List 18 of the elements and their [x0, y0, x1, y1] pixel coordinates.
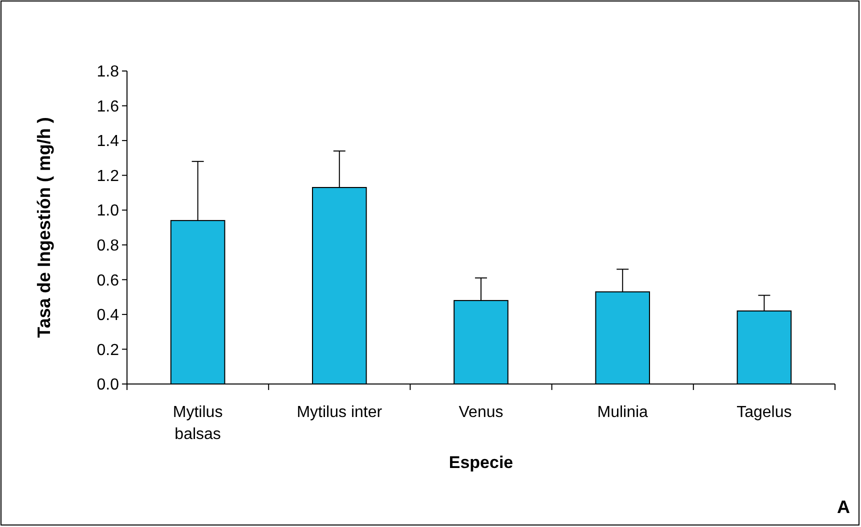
y-axis-title: Tasa de Ingestión ( mg/h ): [34, 117, 54, 338]
y-tick-label: 1.4: [96, 133, 120, 150]
x-tick-label: Mulinia: [597, 404, 648, 421]
x-tick-label: Mytilus inter: [296, 404, 383, 421]
x-axis-title: Especie: [448, 453, 514, 472]
x-tick-label: Venus: [458, 404, 504, 421]
y-tick-label: 0.4: [96, 307, 120, 324]
y-tick-label: 0.0: [96, 376, 120, 394]
y-tick-label: 1.6: [96, 98, 120, 116]
y-tick-label: 0.6: [96, 272, 120, 290]
x-tick-label: Tagelus: [736, 404, 792, 421]
y-tick-label: 1.8: [96, 64, 120, 81]
x-tick-label: Mytilus balsas: [172, 404, 223, 443]
y-tick-label: 0.2: [96, 342, 120, 359]
y-tick-label: 1.2: [96, 168, 120, 185]
y-tick-label: 0.8: [96, 237, 120, 254]
text: A: [837, 497, 850, 517]
y-tick-label: 1.0: [96, 202, 120, 220]
